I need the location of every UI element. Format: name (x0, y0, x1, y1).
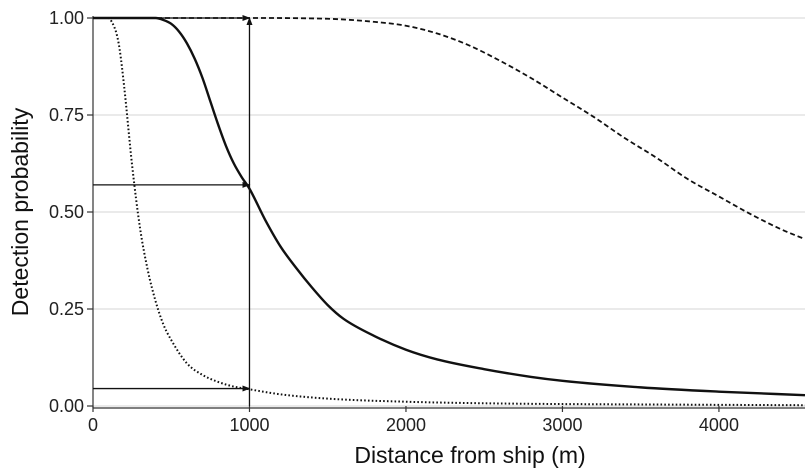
x-tick-label-3: 3000 (542, 415, 582, 435)
x-tick-label-2: 2000 (386, 415, 426, 435)
series-line-dashed (93, 17, 805, 240)
x-tick-label-1: 1000 (229, 415, 269, 435)
gridlines (93, 17, 805, 407)
x-tick-label-4: 4000 (699, 415, 739, 435)
y-tick-label-3: 0.75 (49, 105, 84, 125)
y-tick-label-2: 0.50 (49, 202, 84, 222)
x-tick-label-0: 0 (88, 415, 98, 435)
y-tick-label-4: 1.00 (49, 8, 84, 28)
y-tick-label-0: 0.00 (49, 396, 84, 416)
tick-labels: 0.00 0.25 0.50 0.75 1.00 0 1000 2000 3000 4000 (49, 8, 739, 435)
series-lines (93, 16, 805, 407)
series-line-dotted (93, 17, 805, 407)
series-line-solid (93, 16, 805, 397)
annotation-arrows (93, 15, 253, 406)
y-axis-title: Detection probability (7, 107, 33, 316)
x-axis-title: Distance from ship (m) (354, 442, 585, 468)
axes (87, 16, 805, 412)
y-tick-label-1: 0.25 (49, 299, 84, 319)
